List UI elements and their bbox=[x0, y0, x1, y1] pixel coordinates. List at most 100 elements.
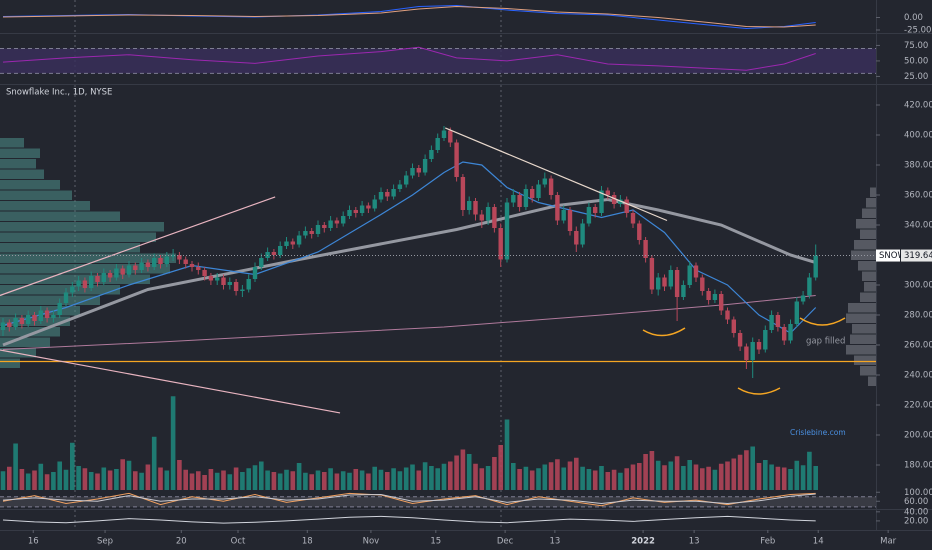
candle-body bbox=[133, 265, 138, 270]
candle-body bbox=[662, 277, 667, 287]
volume-bar bbox=[429, 466, 434, 490]
candle-body bbox=[278, 246, 283, 255]
indicator-line bbox=[2, 5, 816, 28]
volume-profile-bar bbox=[0, 253, 176, 263]
volume-bar bbox=[151, 436, 157, 490]
volume-bar bbox=[76, 466, 81, 490]
annotation: gap filled bbox=[806, 337, 845, 347]
candle-body bbox=[114, 268, 119, 278]
volume-bar bbox=[309, 474, 314, 490]
volume-bar bbox=[769, 464, 774, 490]
x-tick-label: Mar bbox=[880, 537, 897, 547]
volume-profile-bar bbox=[868, 376, 876, 386]
volume-bar bbox=[574, 457, 579, 490]
candle-body bbox=[309, 231, 314, 234]
candle-body bbox=[189, 264, 195, 267]
volume-bar bbox=[794, 460, 800, 490]
candle-body bbox=[410, 168, 415, 176]
candle-body bbox=[479, 214, 484, 221]
volume-profile-bar bbox=[856, 219, 876, 229]
volume-bar bbox=[44, 474, 50, 490]
candle-body bbox=[674, 270, 680, 297]
volume-bar bbox=[737, 454, 743, 490]
candle-body bbox=[737, 333, 743, 347]
candle-body bbox=[460, 177, 466, 210]
volume-bar bbox=[372, 466, 377, 490]
volume-bar bbox=[38, 463, 44, 490]
candle-body bbox=[353, 210, 358, 213]
x-tick-label: Dec bbox=[497, 537, 514, 547]
candle-body bbox=[800, 295, 806, 302]
volume-profile-bar bbox=[860, 229, 876, 239]
x-tick-label: 13 bbox=[549, 537, 560, 547]
volume-bar bbox=[422, 462, 428, 490]
x-tick-label: 15 bbox=[430, 537, 441, 547]
volume-profile-bar bbox=[846, 345, 876, 355]
volume-profile-bar bbox=[850, 334, 876, 344]
volume-bar bbox=[315, 470, 321, 490]
volume-bar bbox=[529, 470, 535, 490]
indicator-line bbox=[2, 46, 816, 71]
candle-body bbox=[719, 294, 724, 311]
moving-average bbox=[2, 161, 817, 334]
candle-body bbox=[385, 192, 390, 197]
candle-body bbox=[95, 276, 100, 282]
volume-profile-bar bbox=[0, 190, 72, 200]
candle-body bbox=[252, 267, 258, 279]
candle-body bbox=[126, 265, 132, 275]
watermark: Crislebine.com bbox=[790, 428, 846, 437]
volume-profile-bar bbox=[864, 282, 876, 292]
volume-bar bbox=[322, 472, 327, 490]
candle-body bbox=[643, 240, 648, 258]
candle-body bbox=[215, 277, 220, 281]
chart-layer: 420.00 400.00 380.00 360.00 340.00 300.00 280.… bbox=[0, 4, 932, 547]
y-tick-label: -25.00 bbox=[904, 26, 931, 36]
volume-bar bbox=[13, 443, 18, 490]
y-tick-label: 260.00 bbox=[904, 341, 932, 351]
volume-bar bbox=[88, 472, 94, 490]
volume-bar bbox=[202, 475, 207, 490]
candle-body bbox=[322, 225, 327, 228]
y-tick-label: 25.00 bbox=[904, 72, 928, 82]
volume-bar bbox=[63, 469, 69, 490]
volume-bar bbox=[706, 466, 711, 490]
candle-body bbox=[196, 267, 201, 270]
candle-body bbox=[593, 207, 598, 213]
volume-profile-bar bbox=[0, 180, 60, 190]
candle-body bbox=[649, 258, 655, 290]
volume-bar bbox=[618, 472, 623, 490]
candle-body bbox=[51, 315, 56, 318]
volume-bar bbox=[158, 467, 163, 490]
candle-body bbox=[63, 292, 69, 303]
volume-bar bbox=[334, 473, 340, 490]
candle-body bbox=[441, 130, 447, 138]
volume-bar bbox=[586, 469, 592, 490]
volume-bar bbox=[397, 471, 403, 490]
candle-body bbox=[637, 223, 642, 240]
y-tick-label: 340.00 bbox=[904, 221, 932, 231]
candle-body bbox=[82, 280, 88, 288]
volume-profile-bar bbox=[0, 337, 50, 347]
candle-body bbox=[70, 286, 75, 293]
symbol-tag bbox=[876, 249, 900, 262]
candle-body bbox=[548, 178, 554, 195]
volume-bar bbox=[448, 461, 453, 490]
volume-bar bbox=[70, 442, 75, 490]
y-tick-label: 100.00 bbox=[904, 488, 932, 498]
pattern-arc bbox=[799, 317, 846, 326]
candle-body bbox=[656, 277, 661, 290]
volume-bar bbox=[221, 470, 226, 490]
volume-bar bbox=[643, 454, 648, 490]
volume-profile-bar bbox=[862, 208, 876, 218]
volume-bar bbox=[233, 467, 239, 490]
candle-body bbox=[246, 279, 251, 290]
volume-bar bbox=[473, 463, 478, 490]
volume-bar bbox=[403, 467, 409, 490]
y-tick-label: 60.00 bbox=[904, 497, 928, 507]
volume-bar bbox=[353, 469, 359, 490]
volume-bar bbox=[284, 469, 289, 490]
candle-body bbox=[599, 190, 604, 213]
volume-bar bbox=[542, 464, 548, 490]
volume-bar bbox=[208, 469, 214, 490]
volume-bar bbox=[170, 396, 176, 490]
